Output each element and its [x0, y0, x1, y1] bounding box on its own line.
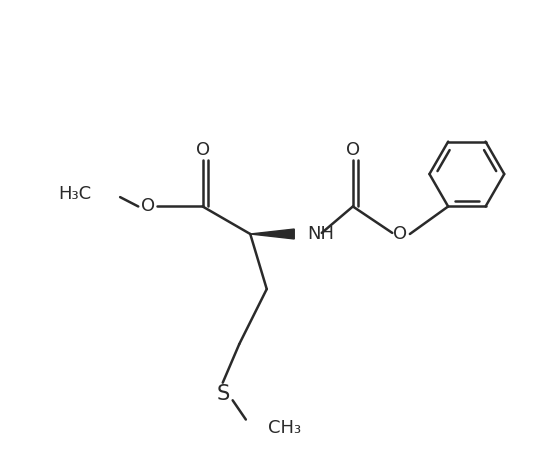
- Text: O: O: [141, 197, 155, 215]
- Text: H₃C: H₃C: [58, 185, 91, 204]
- Text: O: O: [393, 225, 408, 243]
- Text: S: S: [216, 384, 229, 404]
- Text: O: O: [196, 141, 210, 159]
- Text: NH: NH: [307, 225, 334, 243]
- Polygon shape: [250, 229, 294, 239]
- Text: CH₃: CH₃: [268, 419, 301, 438]
- Text: O: O: [346, 141, 360, 159]
